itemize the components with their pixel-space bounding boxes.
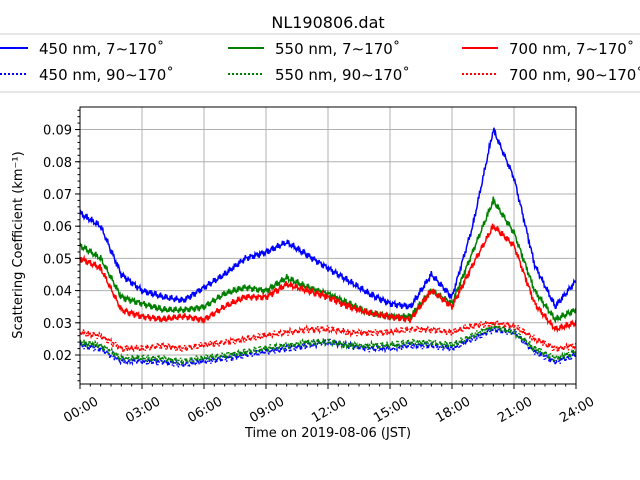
legend-label: 700 nm, 90∼170˚ (509, 66, 640, 84)
series-line (80, 320, 576, 353)
y-tick-label: 0.02 (43, 349, 72, 364)
x-tick-label: 24:00 (557, 394, 597, 426)
y-tick-label: 0.09 (43, 124, 72, 139)
y-tick-label: 0.08 (43, 156, 72, 171)
y-tick-label: 0.07 (43, 188, 72, 203)
x-tick-label: 18:00 (433, 394, 473, 426)
y-tick-label: 0.06 (43, 220, 72, 235)
plot-area: 00:00 03:00 06:00 09:00 12:00 15:00 18:00 21:00… (43, 106, 597, 426)
x-tick-label: 12:00 (309, 394, 349, 426)
legend-label: 700 nm, 7∼170˚ (509, 40, 634, 58)
x-tick-label: 15:00 (371, 394, 411, 426)
legend: 450 nm, 7∼170˚ 550 nm, 7∼170˚ 700 nm, 7∼17… (0, 33, 640, 93)
legend-label: 550 nm, 7∼170˚ (275, 40, 400, 58)
legend-label: 450 nm, 7∼170˚ (39, 40, 164, 58)
series-line (80, 223, 576, 334)
series-line (80, 326, 576, 368)
series-layer (80, 127, 576, 368)
x-axis-label: Time on 2019-08-06 (JST) (244, 426, 411, 441)
x-tick-label: 00:00 (61, 394, 101, 426)
legend-label: 550 nm, 90∼170˚ (275, 66, 410, 84)
y-axis-label: Scattering Coefficient (km⁻¹) (11, 151, 26, 338)
y-tick-label: 0.04 (43, 285, 72, 300)
legend-label: 450 nm, 90∼170˚ (39, 66, 174, 84)
series-line (80, 196, 576, 324)
y-tick-label: 0.03 (43, 317, 72, 332)
x-axis-ticks: 00:00 03:00 06:00 09:00 12:00 15:00 18:00 21:00… (61, 384, 597, 426)
series-line (80, 127, 576, 310)
x-tick-label: 21:00 (495, 394, 535, 426)
x-tick-label: 06:00 (185, 394, 225, 426)
y-axis-ticks: 0.02 0.03 0.04 0.05 0.06 0.07 0.08 0.09 (43, 109, 80, 382)
x-tick-label: 09:00 (247, 394, 287, 426)
x-tick-label: 03:00 (123, 394, 163, 426)
y-tick-label: 0.05 (43, 252, 72, 267)
chart-title: NL190806.dat (271, 13, 384, 32)
